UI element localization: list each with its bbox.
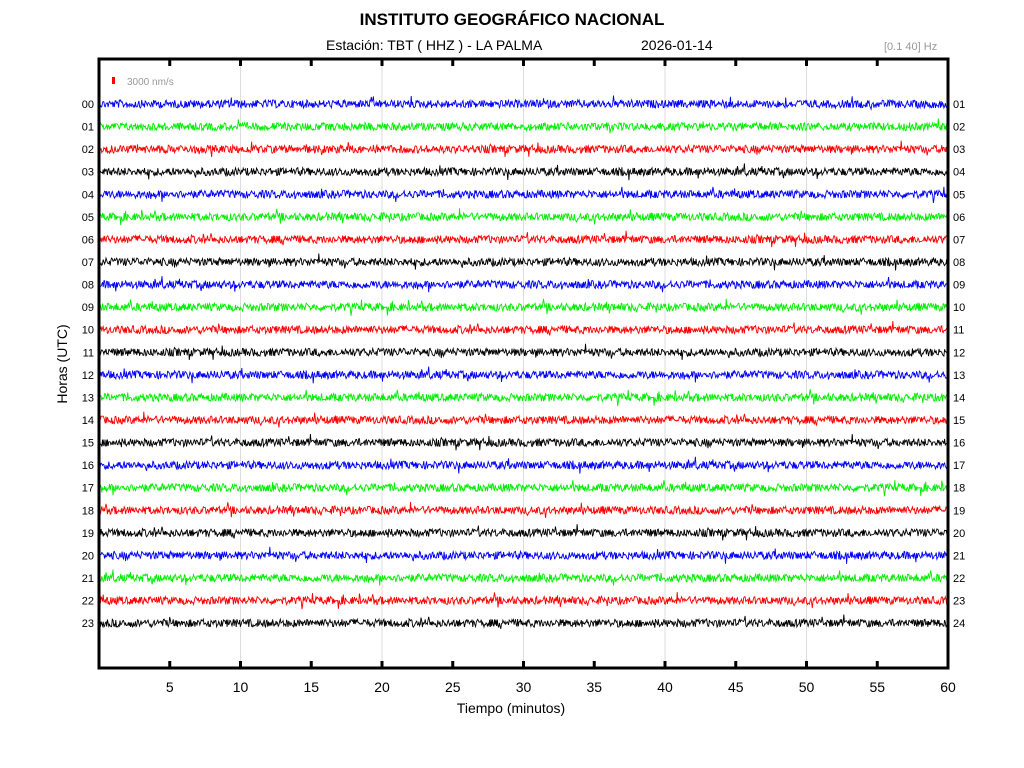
hour-label-right: 16: [953, 438, 965, 450]
hour-label-right: 04: [953, 167, 965, 179]
seismic-trace-18: [98, 501, 948, 518]
seismic-trace-22: [98, 592, 948, 610]
seismic-trace-20: [98, 546, 948, 564]
chart-title: INSTITUTO GEOGRÁFICO NACIONAL: [359, 10, 665, 29]
hour-label-left: 03: [82, 167, 94, 179]
seismic-trace-06: [98, 230, 948, 248]
x-tick-label: 60: [940, 679, 956, 695]
hour-label-left: 06: [82, 234, 94, 246]
x-tick-label: 50: [799, 679, 815, 695]
hour-label-right: 06: [953, 212, 965, 224]
x-tick-label: 35: [586, 679, 602, 695]
x-axis-label: Tiempo (minutos): [456, 700, 566, 716]
scale-bar: [112, 77, 115, 84]
hour-label-left: 02: [82, 144, 94, 156]
seismic-trace-23: [98, 614, 948, 629]
seismic-trace-04: [98, 186, 948, 203]
seismic-trace-14: [98, 411, 948, 428]
hour-label-right: 19: [953, 505, 965, 517]
hour-label-left: 07: [82, 257, 94, 269]
seismic-trace-19: [98, 524, 948, 541]
hour-label-left: 12: [82, 370, 94, 382]
hour-label-right: 01: [953, 99, 965, 111]
seismic-trace-00: [98, 95, 948, 111]
x-tick-label: 40: [657, 679, 673, 695]
seismic-trace-09: [98, 298, 948, 316]
hour-label-left: 22: [82, 596, 94, 608]
hour-label-left: 11: [83, 347, 94, 359]
hour-label-right: 22: [953, 573, 965, 585]
hour-label-left: 19: [82, 528, 94, 540]
hour-label-left: 05: [82, 212, 94, 224]
seismic-trace-13: [98, 389, 948, 407]
hour-label-left: 23: [82, 618, 94, 630]
seismic-trace-21: [98, 569, 948, 586]
hour-label-right: 07: [953, 234, 965, 246]
seismic-trace-16: [98, 456, 948, 474]
hour-label-left: 21: [82, 573, 94, 585]
hour-label-right: 13: [953, 370, 965, 382]
hour-label-right: 09: [953, 280, 965, 292]
seismic-trace-07: [98, 253, 948, 271]
filter-label: [0.1 40] Hz: [884, 41, 938, 53]
hour-label-right: 02: [953, 122, 965, 134]
seismic-trace-11: [98, 343, 948, 361]
seismic-trace-01: [98, 118, 948, 134]
x-tick-label: 10: [233, 679, 249, 695]
hour-label-right: 17: [953, 460, 965, 472]
hour-label-left: 04: [82, 189, 94, 201]
hour-label-left: 18: [82, 505, 94, 517]
hour-label-left: 20: [82, 550, 94, 562]
hour-label-left: 08: [82, 280, 94, 292]
hour-label-right: 23: [953, 596, 965, 608]
seismic-trace-15: [98, 433, 948, 451]
x-tick-label: 15: [303, 679, 319, 695]
hour-label-right: 10: [953, 302, 965, 314]
x-tick-label: 25: [445, 679, 461, 695]
hour-label-right: 03: [953, 144, 965, 156]
seismic-trace-02: [98, 140, 948, 158]
seismic-trace-05: [98, 208, 948, 226]
hour-label-left: 17: [82, 483, 94, 495]
x-tick-label: 45: [728, 679, 744, 695]
hour-label-left: 16: [82, 460, 94, 472]
hour-label-right: 15: [953, 415, 965, 427]
x-tick-label: 55: [869, 679, 885, 695]
seismic-trace-17: [98, 480, 948, 497]
hour-label-left: 10: [82, 325, 94, 337]
hour-label-right: 12: [953, 347, 965, 359]
seismic-trace-12: [98, 366, 948, 384]
seismic-trace-03: [98, 163, 948, 181]
hour-label-right: 18: [953, 483, 965, 495]
x-tick-label: 30: [516, 679, 532, 695]
date-label: 2026-01-14: [641, 37, 713, 53]
hour-label-left: 00: [82, 99, 94, 111]
hour-label-left: 01: [82, 122, 94, 134]
hour-label-right: 21: [953, 550, 965, 562]
hour-label-left: 15: [82, 438, 94, 450]
hour-label-right: 20: [953, 528, 965, 540]
hour-label-left: 09: [82, 302, 94, 314]
hour-label-right: 24: [953, 618, 965, 630]
x-tick-label: 20: [374, 679, 390, 695]
scale-label: 3000 nm/s: [127, 77, 174, 88]
station-label: Estación: TBT ( HHZ ) - LA PALMA: [326, 37, 543, 53]
hour-label-right: 08: [953, 257, 965, 269]
hour-label-left: 14: [82, 415, 94, 427]
seismic-trace-10: [98, 321, 948, 336]
seismic-trace-08: [98, 276, 948, 293]
hour-label-right: 05: [953, 189, 965, 201]
hour-label-left: 13: [82, 392, 94, 404]
hour-label-right: 11: [953, 325, 964, 337]
x-tick-label: 5: [166, 679, 174, 695]
hour-label-right: 14: [953, 392, 965, 404]
